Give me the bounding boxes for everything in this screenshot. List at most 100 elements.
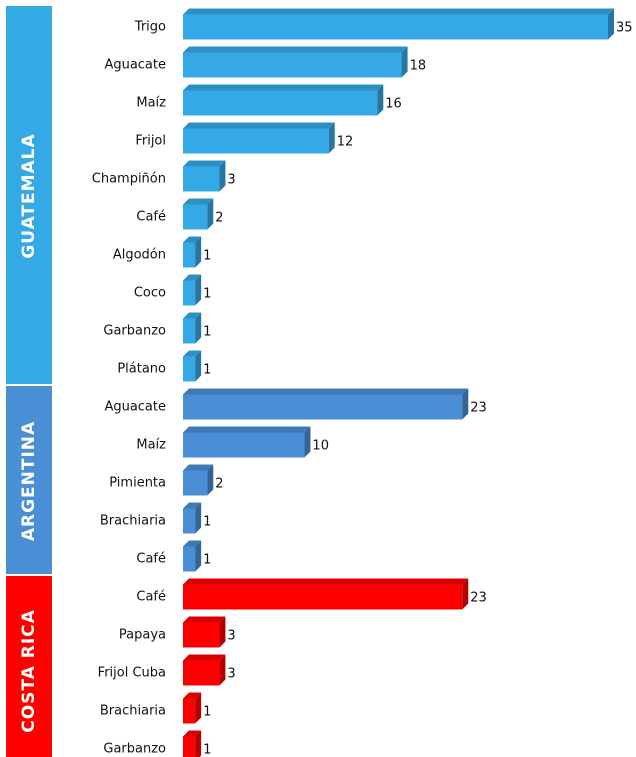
value-label: 12 [337,135,354,150]
category-label: Algodón [113,248,166,263]
bar [183,14,608,40]
bar-top [183,84,384,91]
value-label: 1 [203,705,211,720]
category-label: Trigo [134,20,166,35]
category-label: Frijol [135,134,166,149]
bar [183,394,463,420]
bar [183,698,196,724]
bar [183,280,196,306]
bar [183,622,220,648]
bar-top [183,426,311,433]
bar-side [219,160,226,192]
value-label: 2 [215,477,223,492]
bar-top [183,46,408,53]
bar-top [183,350,202,357]
category-label: Café [136,590,166,605]
bar-side [195,350,202,382]
bar-top [183,502,202,509]
category-label: Aguacate [104,58,166,73]
bar-side [608,8,614,40]
value-label: 1 [203,743,211,757]
value-label: 3 [227,667,235,682]
group-label: COSTA RICA [19,609,39,733]
bar-side [377,84,384,116]
bar-side [195,312,202,344]
bar-side [462,578,469,610]
value-label: 35 [616,21,633,36]
category-label: Plátano [117,362,166,377]
category-label: Maíz [136,438,166,453]
group-label: ARGENTINA [19,421,39,541]
bar-top [183,122,335,129]
bar-side [328,122,335,154]
category-label: Garbanzo [103,742,166,757]
bar [183,242,196,268]
category-label: Café [136,210,166,225]
value-label: 1 [203,287,211,302]
bar-top [183,388,469,395]
bar [183,318,196,344]
bar-top [183,578,469,585]
bar [183,128,329,154]
bar-top [183,198,214,205]
bar [183,736,196,757]
category-label: Aguacate [104,400,166,415]
category-label: Champiñón [92,172,166,187]
bar-side [304,426,311,458]
value-label: 3 [227,173,235,188]
bar [183,546,196,572]
bar-side [462,388,469,420]
bar-side [195,274,202,306]
value-label: 10 [312,439,329,454]
bar-top [183,236,202,243]
bar-top [183,616,226,623]
bar [183,52,402,78]
bar-top [183,464,214,471]
group-band [6,6,52,384]
bar-side [207,464,214,496]
bar [183,90,378,116]
bar [183,204,208,230]
bar-top [183,540,202,547]
category-label: Café [136,552,166,567]
bar [183,166,220,192]
bar [183,660,220,686]
category-label: Brachiaria [100,514,166,529]
bar-side [219,616,226,648]
bar-top [183,274,202,281]
value-label: 18 [410,59,427,74]
bar-side [219,654,226,686]
value-label: 16 [385,97,402,112]
bar [183,584,463,610]
value-label: 1 [203,515,211,530]
group-band [6,576,52,757]
bar-side [195,502,202,534]
bar-side [195,730,202,757]
bar-top [183,160,226,167]
bar [183,508,196,534]
value-label: 1 [203,553,211,568]
bar-side [401,46,408,78]
value-label: 2 [215,211,223,226]
category-label: Frijol Cuba [98,666,166,681]
bar-top [183,8,614,15]
value-label: 3 [227,629,235,644]
bar-top [183,654,226,661]
category-label: Pimienta [109,476,166,491]
category-label: Papaya [119,628,166,643]
bar-top [183,312,202,319]
bar [183,356,196,382]
group-label: GUATEMALA [19,133,39,258]
bar-top [183,730,202,737]
value-label: 1 [203,325,211,340]
bar-side [195,692,202,724]
value-label: 23 [470,591,487,606]
value-label: 23 [470,401,487,416]
category-label: Garbanzo [103,324,166,339]
bar [183,432,305,458]
value-label: 1 [203,363,211,378]
bar-side [207,198,214,230]
category-label: Coco [134,286,166,301]
bar [183,470,208,496]
